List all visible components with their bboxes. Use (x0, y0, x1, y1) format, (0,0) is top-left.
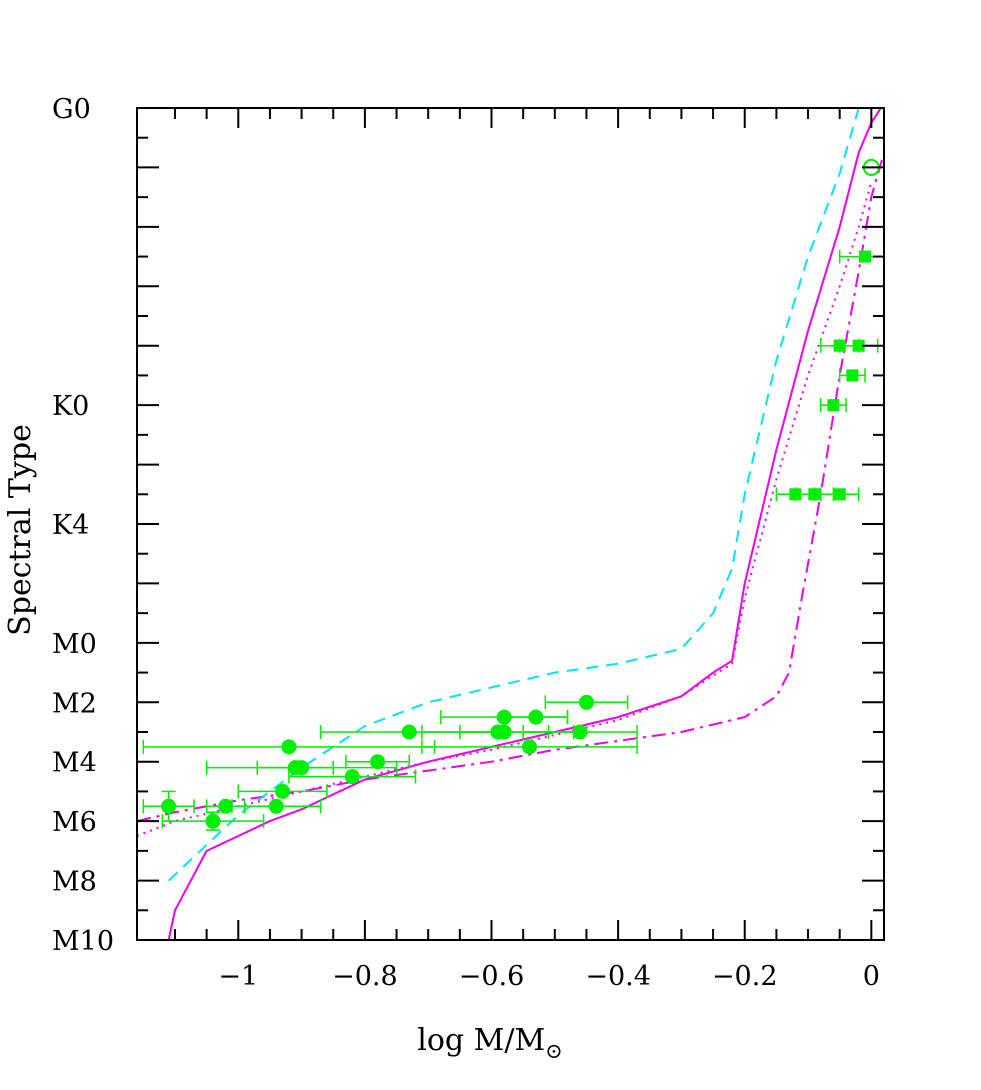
series-layer (137, 108, 884, 940)
data-point (440, 709, 569, 725)
data-point (237, 783, 328, 799)
marker-filled-circle (496, 709, 512, 725)
y-tick-label: M10 (52, 926, 114, 957)
marker-filled-circle (578, 694, 594, 710)
model-curve-dashed (168, 108, 860, 882)
marker-filled-circle (161, 798, 177, 814)
y-axis-label: Spectral Type (3, 424, 38, 636)
marker-filled-square (852, 339, 865, 352)
y-tick-label: M0 (52, 629, 97, 660)
marker-filled-square (827, 399, 840, 412)
data-point (288, 769, 417, 785)
marker-filled-circle (205, 813, 221, 829)
marker-filled-circle (344, 769, 360, 785)
data-point (205, 798, 246, 814)
y-tick-label: M2 (52, 688, 97, 719)
data-point (544, 694, 629, 710)
data-point (142, 790, 195, 822)
marker-filled-circle (401, 724, 417, 740)
x-axis-label-subscript: ⊙ (545, 1039, 563, 1063)
x-tick-label: −0.2 (712, 961, 778, 992)
ticks-layer: −1 −0.8 −0.6 −0.4 −0.2 0 G0 K0 K4 M0 M2 M4 M6 M8 M10 (52, 94, 884, 992)
data-point (838, 368, 866, 383)
data-point (205, 760, 398, 776)
marker-filled-circle (281, 739, 297, 755)
x-tick-label: −0.4 (585, 961, 651, 992)
axes-layer (136, 107, 885, 941)
y-tick-label: M6 (52, 807, 97, 838)
data-point (522, 724, 638, 740)
x-tick-label: 0 (863, 961, 880, 992)
marker-filled-square (833, 488, 846, 501)
marker-filled-square (846, 369, 859, 382)
model-curve-solid (167, 108, 882, 940)
plot-frame (136, 107, 885, 941)
data-point (819, 487, 860, 502)
data-point (819, 398, 847, 413)
marker-filled-square (808, 488, 821, 501)
y-tick-label: M4 (52, 748, 97, 779)
marker-filled-circle (275, 783, 291, 799)
marker-filled-circle (572, 724, 588, 740)
data-point (142, 739, 436, 755)
x-tick-label: −0.6 (459, 961, 525, 992)
y-tick-label: M8 (52, 867, 97, 898)
marker-filled-circle (294, 760, 310, 776)
x-tick-label: −1 (218, 961, 258, 992)
y-tick-label: G0 (52, 94, 91, 125)
labels-layer: log M/M⊙ Spectral Type (3, 424, 563, 1063)
data-point (345, 754, 410, 770)
marker-filled-circle (268, 798, 284, 814)
data-point (161, 811, 265, 831)
marker-filled-circle (521, 739, 537, 755)
marker-filled-square (859, 250, 872, 263)
marker-filled-circle (496, 724, 512, 740)
x-axis-label: log M/M⊙ (417, 1023, 563, 1063)
y-tick-label: K0 (52, 391, 89, 422)
marker-filled-circle (218, 798, 234, 814)
data-point (421, 739, 638, 755)
marker-filled-circle (370, 754, 386, 770)
data-point (319, 724, 499, 740)
points-layer (142, 158, 884, 831)
x-tick-label: −0.8 (332, 961, 398, 992)
y-tick-label: K4 (52, 510, 89, 541)
